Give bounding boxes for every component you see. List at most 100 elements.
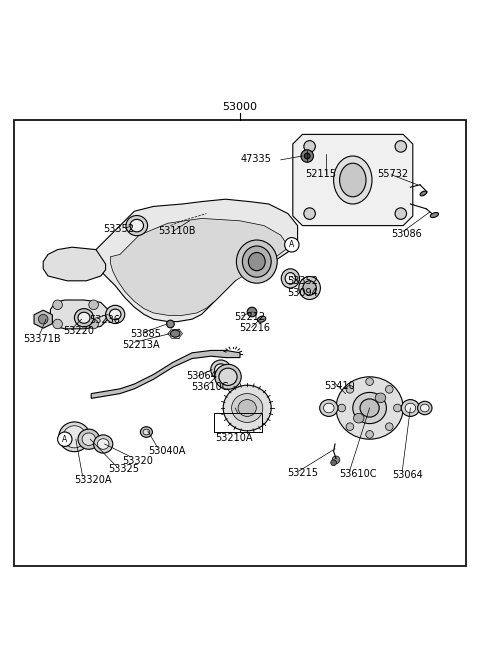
Text: A: A xyxy=(289,242,294,248)
Ellipse shape xyxy=(232,394,263,423)
Ellipse shape xyxy=(170,330,180,337)
Ellipse shape xyxy=(82,433,96,446)
Ellipse shape xyxy=(211,360,231,379)
Circle shape xyxy=(304,153,310,159)
Text: 53215: 53215 xyxy=(287,468,318,478)
Circle shape xyxy=(89,319,98,329)
Circle shape xyxy=(53,319,62,329)
Circle shape xyxy=(286,239,298,251)
Ellipse shape xyxy=(126,216,148,236)
Ellipse shape xyxy=(405,403,416,413)
Polygon shape xyxy=(43,247,106,281)
Text: 53325: 53325 xyxy=(108,464,140,474)
Ellipse shape xyxy=(353,392,386,423)
Bar xyxy=(214,413,262,432)
Circle shape xyxy=(395,208,407,219)
Ellipse shape xyxy=(59,422,90,452)
Ellipse shape xyxy=(281,269,300,288)
Circle shape xyxy=(366,431,373,438)
Text: 53320: 53320 xyxy=(122,456,153,466)
Circle shape xyxy=(59,433,71,446)
Circle shape xyxy=(167,320,174,328)
Ellipse shape xyxy=(219,368,237,386)
Circle shape xyxy=(394,404,401,412)
Text: 53352: 53352 xyxy=(287,276,318,286)
Circle shape xyxy=(53,300,62,310)
Circle shape xyxy=(385,386,393,393)
Circle shape xyxy=(58,432,72,446)
Text: A: A xyxy=(62,435,67,444)
Circle shape xyxy=(304,208,315,219)
Circle shape xyxy=(38,314,48,324)
Text: 53371B: 53371B xyxy=(23,334,60,344)
Text: 53110B: 53110B xyxy=(158,226,196,237)
Ellipse shape xyxy=(303,281,316,295)
Text: A: A xyxy=(62,436,67,442)
Text: 52212: 52212 xyxy=(234,312,265,322)
Polygon shape xyxy=(96,199,298,322)
Text: 53220: 53220 xyxy=(63,326,95,336)
Ellipse shape xyxy=(257,316,266,323)
Text: 53410: 53410 xyxy=(324,381,355,391)
Ellipse shape xyxy=(215,364,241,389)
Ellipse shape xyxy=(106,305,125,323)
Circle shape xyxy=(346,386,354,393)
Ellipse shape xyxy=(242,246,271,277)
Circle shape xyxy=(395,140,407,152)
Circle shape xyxy=(366,378,373,386)
Ellipse shape xyxy=(223,385,271,431)
Ellipse shape xyxy=(78,429,100,450)
Ellipse shape xyxy=(236,240,277,283)
Text: 47335: 47335 xyxy=(240,155,271,165)
Text: A: A xyxy=(289,241,294,249)
Ellipse shape xyxy=(360,399,379,417)
Ellipse shape xyxy=(249,253,265,271)
Ellipse shape xyxy=(320,400,338,417)
Text: 53086: 53086 xyxy=(391,229,422,239)
Text: 53610C: 53610C xyxy=(339,469,376,479)
Text: 53094: 53094 xyxy=(287,288,318,298)
Text: 53064: 53064 xyxy=(393,470,423,480)
Text: 53210A: 53210A xyxy=(215,433,252,443)
Text: 52216: 52216 xyxy=(239,323,270,333)
Text: 53064: 53064 xyxy=(186,372,217,381)
Ellipse shape xyxy=(94,435,113,453)
Ellipse shape xyxy=(418,401,432,415)
Ellipse shape xyxy=(63,426,86,448)
Ellipse shape xyxy=(334,156,372,204)
Ellipse shape xyxy=(353,413,364,423)
Circle shape xyxy=(332,456,340,464)
Text: 53885: 53885 xyxy=(131,329,161,339)
Circle shape xyxy=(304,140,315,152)
Polygon shape xyxy=(110,218,286,315)
Circle shape xyxy=(285,238,299,252)
Text: 53352: 53352 xyxy=(103,224,134,234)
Circle shape xyxy=(301,150,313,162)
Ellipse shape xyxy=(420,191,427,196)
Ellipse shape xyxy=(74,308,94,327)
Polygon shape xyxy=(50,300,108,329)
Text: 53040A: 53040A xyxy=(148,446,185,456)
Polygon shape xyxy=(91,350,240,398)
Text: 53000: 53000 xyxy=(223,101,257,112)
Text: 53236: 53236 xyxy=(89,314,120,325)
Text: 52115: 52115 xyxy=(305,169,336,179)
Circle shape xyxy=(338,404,346,412)
Text: 55732: 55732 xyxy=(377,169,408,179)
Ellipse shape xyxy=(215,364,227,376)
Ellipse shape xyxy=(324,403,334,413)
Ellipse shape xyxy=(375,393,386,403)
Circle shape xyxy=(331,460,336,466)
Ellipse shape xyxy=(238,400,256,417)
Ellipse shape xyxy=(109,309,121,320)
Ellipse shape xyxy=(430,212,439,218)
Ellipse shape xyxy=(130,219,144,232)
Ellipse shape xyxy=(420,404,429,412)
Text: 53610C: 53610C xyxy=(191,382,228,392)
Polygon shape xyxy=(293,134,413,226)
Ellipse shape xyxy=(299,276,321,300)
Ellipse shape xyxy=(78,312,90,323)
Circle shape xyxy=(385,423,393,431)
Circle shape xyxy=(346,423,354,431)
Text: 53320A: 53320A xyxy=(74,475,112,485)
